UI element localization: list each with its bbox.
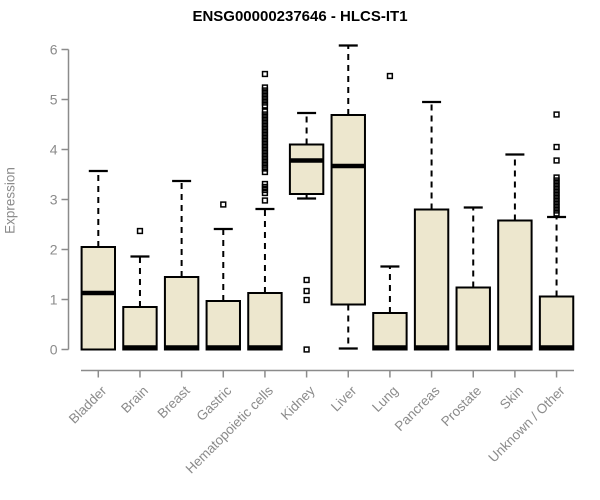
box-liver — [330, 44, 366, 350]
x-category-label: Kidney — [278, 383, 318, 423]
y-tick-label: 6 — [50, 42, 58, 58]
y-tick-label: 1 — [50, 292, 58, 308]
outlier-point — [553, 174, 560, 181]
box-skin — [497, 153, 533, 351]
y-tick-label: 2 — [50, 242, 58, 258]
iqr-box — [247, 292, 283, 351]
box-gastric — [205, 201, 241, 351]
iqr-box — [497, 219, 533, 351]
box-unknown-other — [538, 111, 575, 351]
iqr-box — [330, 114, 366, 306]
x-category-label: Brain — [118, 383, 151, 416]
x-category-label: Prostate — [438, 383, 484, 429]
outlier-point — [303, 296, 310, 304]
x-category-label: Pancreas — [392, 383, 443, 434]
box-hematopoietic-cells — [247, 70, 283, 351]
box-lung — [372, 72, 408, 351]
outlier-point — [220, 201, 227, 208]
x-category-label: Gastric — [194, 383, 235, 424]
y-tick-label: 4 — [50, 142, 58, 158]
x-category-label: Lung — [369, 383, 401, 415]
box-prostate — [455, 206, 491, 351]
box-bladder — [80, 169, 116, 351]
iqr-box — [455, 286, 491, 351]
iqr-box — [413, 208, 450, 351]
outlier-point — [261, 197, 269, 204]
x-category-label: Liver — [328, 383, 360, 415]
box-breast — [163, 179, 200, 351]
chart-title: ENSG00000237646 - HLCS-IT1 — [192, 8, 408, 25]
iqr-box — [163, 276, 200, 351]
x-category-label: Skin — [497, 383, 526, 412]
outlier-point — [303, 287, 310, 295]
iqr-box — [205, 300, 241, 351]
y-tick-label: 5 — [50, 92, 58, 108]
outlier-point — [553, 157, 560, 164]
outlier-point — [136, 227, 144, 235]
iqr-box — [288, 143, 325, 195]
x-category-label: Unknown / Other — [485, 383, 568, 466]
outlier-point — [261, 108, 269, 115]
iqr-box — [122, 306, 158, 351]
y-tick-label: 0 — [50, 342, 58, 358]
outlier-point — [386, 72, 394, 80]
iqr-box — [80, 246, 116, 351]
x-category-label: Bladder — [66, 383, 110, 427]
outlier-point — [553, 111, 560, 118]
outlier-point — [261, 70, 269, 78]
y-tick-label: 3 — [50, 192, 58, 208]
outlier-point — [303, 346, 310, 353]
box-pancreas — [413, 100, 450, 351]
outlier-point — [261, 180, 269, 188]
outlier-point — [303, 276, 310, 284]
box-kidney — [288, 111, 325, 353]
box-brain — [122, 227, 158, 351]
x-category-label: Breast — [155, 383, 193, 421]
outlier-point — [261, 168, 269, 176]
iqr-box — [538, 295, 575, 351]
outlier-point — [553, 143, 560, 151]
iqr-box — [372, 312, 408, 351]
outlier-point — [261, 84, 269, 91]
